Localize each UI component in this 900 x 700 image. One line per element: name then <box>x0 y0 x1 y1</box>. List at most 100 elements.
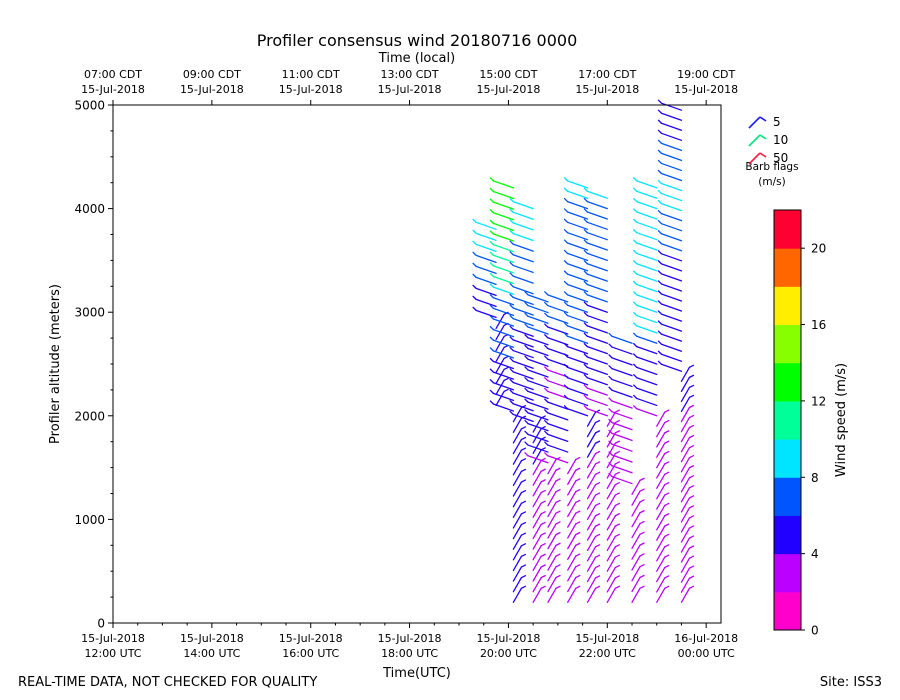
wind-barb <box>636 345 658 355</box>
wind-barb-flag <box>503 355 509 360</box>
wind-barb-flag <box>489 251 495 256</box>
wind-barb <box>527 380 549 389</box>
wind-barb <box>660 162 683 172</box>
wind-barb-flag <box>555 564 561 568</box>
wind-barb <box>547 294 569 303</box>
wind-barb-flag <box>520 436 527 441</box>
wind-barb <box>475 276 497 286</box>
x-tick-label-date: 15-Jul-2018 <box>378 632 442 645</box>
wind-barb-flag <box>657 350 663 355</box>
wind-barb <box>611 432 633 442</box>
wind-barb-flag <box>540 543 546 547</box>
wind-barb <box>512 513 523 529</box>
wind-barb <box>512 381 534 391</box>
wind-barb <box>680 386 691 403</box>
wind-barb <box>656 525 666 541</box>
wind-barb <box>492 392 515 402</box>
wind-barb-flag <box>583 291 588 296</box>
wind-barb <box>660 132 683 141</box>
wind-barb-flag <box>657 230 663 235</box>
wind-barb-flag <box>555 542 561 547</box>
x-tick-label-time: 18:00 UTC <box>381 647 438 660</box>
wind-barb <box>532 576 542 593</box>
wind-barb <box>586 263 608 272</box>
wind-barb-flag <box>633 322 638 327</box>
wind-barb-flag <box>608 397 613 402</box>
wind-barb-flag <box>583 239 588 244</box>
wind-barb-flag <box>575 456 581 461</box>
wind-barb <box>566 304 589 313</box>
wind-barb <box>586 515 597 531</box>
wind-barb-flag <box>657 290 663 295</box>
wind-barb-flag <box>544 312 549 317</box>
wind-barb <box>606 494 616 510</box>
wind-barb <box>636 314 658 324</box>
wind-barb-flag <box>540 500 546 504</box>
wind-barb-flag <box>633 311 638 317</box>
wind-barb-flag <box>657 220 663 225</box>
wind-barb-flag <box>633 301 638 306</box>
wind-barb-flag <box>594 492 601 496</box>
wind-barb-flag <box>524 387 529 393</box>
wind-barb-flag <box>555 531 561 536</box>
wind-barb-flag <box>608 429 613 435</box>
wind-barb <box>586 421 597 438</box>
wind-barb <box>527 412 549 421</box>
wind-barb <box>527 326 549 335</box>
wind-barb-flag <box>509 283 514 288</box>
wind-barb <box>586 494 597 510</box>
wind-barb <box>512 460 523 476</box>
wind-barb-flag <box>664 430 670 434</box>
wind-barb <box>631 522 641 539</box>
wind-barb-flag <box>657 310 663 315</box>
wind-barb <box>636 200 658 210</box>
wind-barb <box>606 421 616 438</box>
wind-barb-flag <box>688 434 695 439</box>
wind-barb <box>586 504 597 521</box>
wind-barb <box>586 525 597 541</box>
wind-barb-flag <box>583 394 588 400</box>
x-top-tick-label-time: 07:00 CDT <box>84 68 142 81</box>
barb-legend-glyph <box>748 134 761 147</box>
wind-barb-flag <box>509 208 514 213</box>
wind-barb-flag <box>575 489 581 493</box>
wind-barb-flag <box>489 294 495 299</box>
colorbar-tick-label: 20 <box>811 242 826 256</box>
wind-barb-flag <box>489 240 495 246</box>
wind-barb <box>492 201 515 210</box>
wind-barb-flag <box>594 533 601 538</box>
wind-barb-flag <box>688 505 695 509</box>
wind-barb-flag <box>657 250 663 255</box>
wind-barb <box>636 221 658 230</box>
wind-barb-flag <box>688 585 695 589</box>
barb-legend-flag <box>759 116 767 122</box>
wind-barb-flag <box>544 441 549 446</box>
wind-barb-flag <box>583 311 588 317</box>
colorbar-segment <box>774 248 801 287</box>
wind-barb <box>566 242 589 251</box>
wind-barb <box>656 452 666 469</box>
wind-barb <box>512 371 534 380</box>
wind-barb-flag <box>544 387 549 393</box>
wind-barb <box>680 497 691 513</box>
wind-barb <box>512 339 534 348</box>
wind-barb-flag <box>664 554 670 558</box>
wind-barb <box>660 343 683 352</box>
wind-barb <box>492 382 515 391</box>
wind-barb-flag <box>544 452 549 457</box>
wind-barb <box>532 481 542 497</box>
wind-barb <box>636 387 658 396</box>
wind-barb-flag <box>639 520 645 525</box>
wind-barb <box>656 577 666 593</box>
plot-area <box>113 105 721 623</box>
wind-barb-flag <box>509 261 514 267</box>
colorbar-segment <box>774 515 801 555</box>
wind-barb <box>547 380 569 389</box>
wind-barb-flag <box>688 424 695 429</box>
x-top-tick-label-time: 09:00 CDT <box>183 68 241 81</box>
wind-barb-flag <box>563 374 569 379</box>
wind-barb <box>547 501 557 518</box>
wind-barb-flag <box>472 306 477 312</box>
wind-barb <box>606 411 616 427</box>
